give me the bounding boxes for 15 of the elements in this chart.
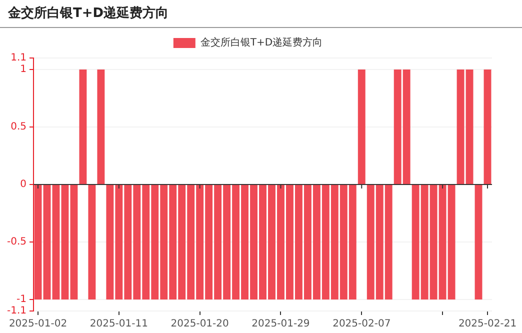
y-tick-label: -1	[16, 294, 27, 306]
y-tick-label: -1.1	[6, 306, 27, 317]
legend-label: 金交所白银T+D递延费方向	[200, 36, 323, 49]
y-tick-label: 1	[20, 64, 27, 76]
x-tick-label: 2025-01-29	[252, 318, 310, 330]
y-tick-label: -0.5	[6, 236, 27, 248]
chart-title: 金交所白银T+D递延费方向	[0, 0, 522, 28]
y-tick-label: 0	[20, 179, 27, 190]
x-tick-label: 2025-01-11	[90, 318, 148, 330]
y-tick-label: 0.5	[10, 122, 27, 133]
x-tick-label: 2025-01-02	[8, 318, 68, 330]
x-tick-label: 2025-01-20	[170, 318, 229, 330]
y-tick-label: 1.1	[10, 52, 27, 64]
x-tick-label: 2025-02-07	[332, 318, 391, 330]
x-tick-label: 2025-02-21	[458, 318, 517, 330]
